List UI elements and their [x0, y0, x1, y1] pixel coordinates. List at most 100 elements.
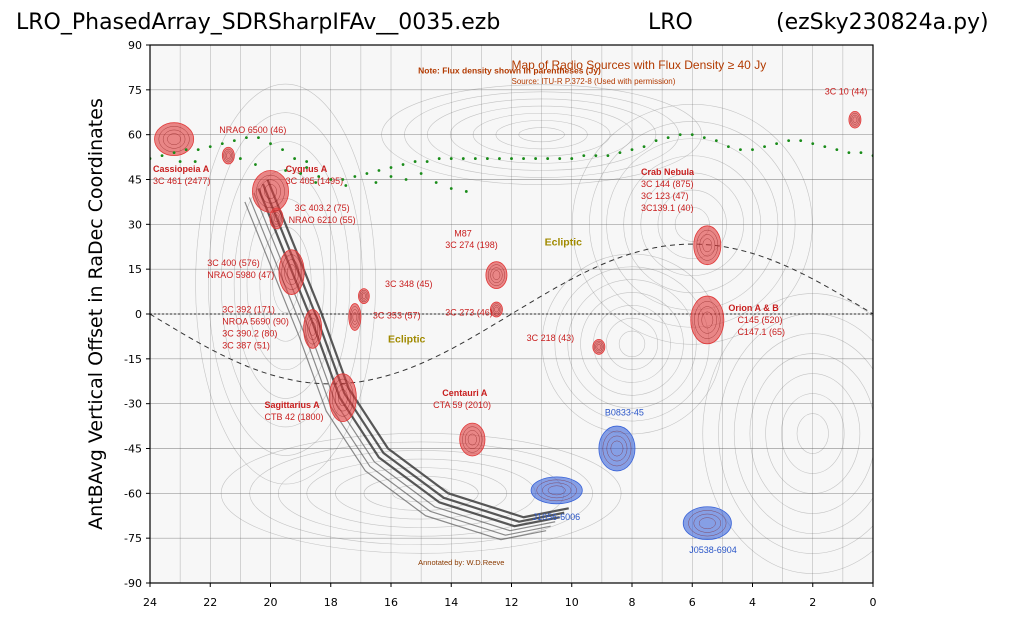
data-point	[353, 175, 357, 178]
data-point	[329, 178, 333, 181]
data-point	[630, 148, 634, 152]
radio-source-contour	[226, 152, 231, 159]
data-point	[365, 172, 369, 175]
x-tick-label: 16	[384, 596, 398, 609]
data-point	[859, 151, 863, 155]
data-point	[413, 160, 417, 163]
data-point	[775, 142, 778, 146]
plot-title-station: LRO	[648, 10, 693, 35]
radio-source-contour	[852, 116, 858, 123]
radio-source-label: NRAO 6210 (55)	[289, 215, 356, 225]
radio-source-contour	[696, 229, 719, 261]
data-point	[486, 157, 489, 160]
radio-source-label: 3C139.1 (40)	[641, 203, 694, 213]
radio-source-label: Orion A & B	[728, 303, 779, 313]
x-tick-label: 2	[809, 596, 816, 609]
data-point	[594, 154, 598, 157]
data-point	[464, 190, 468, 193]
grid	[150, 45, 873, 583]
radio-source-blob	[252, 170, 289, 213]
data-point	[763, 145, 766, 149]
contour-line	[796, 413, 829, 454]
radio-source-contour	[849, 112, 860, 127]
map-annotation: Ecliptic	[388, 333, 426, 345]
data-point	[254, 163, 257, 166]
radio-source-contour	[593, 340, 604, 353]
radio-source-contour	[224, 150, 232, 161]
radio-source-contour	[487, 264, 505, 286]
radio-source-contour	[360, 291, 368, 301]
data-point	[582, 154, 586, 157]
data-point	[389, 166, 393, 169]
data-point	[196, 148, 200, 152]
radio-source-contour	[596, 344, 602, 350]
y-tick-label: -90	[124, 577, 142, 590]
data-point	[284, 169, 287, 172]
y-tick-label: -15	[124, 353, 142, 366]
data-point	[606, 154, 610, 157]
data-point	[449, 157, 453, 160]
x-tick-label: 24	[143, 596, 157, 609]
radio-source-blob	[693, 225, 722, 266]
map-annotation: Ecliptic	[545, 236, 583, 248]
radio-source-contour	[610, 440, 624, 457]
x-tick-label: 12	[505, 596, 519, 609]
radio-source-label: 3C 274 (198)	[445, 240, 498, 250]
data-point	[739, 148, 742, 152]
radio-source	[221, 146, 235, 165]
radio-source	[459, 422, 486, 457]
radio-source-label: 3C 10 (44)	[825, 86, 868, 96]
radio-source-label: Sagittarius A	[264, 400, 320, 410]
radio-source-blob	[682, 506, 732, 541]
data-point	[799, 139, 803, 143]
radio-source-label: Centauri A	[442, 388, 488, 398]
data-point	[618, 151, 622, 155]
y-tick-label: -30	[124, 398, 142, 411]
radio-source-contour	[490, 267, 503, 283]
radio-source-blob	[848, 110, 862, 129]
radio-source-contour	[307, 317, 318, 341]
plot-title-filename: LRO_PhasedArray_SDRSharpIFAv__0035.ezb	[16, 10, 501, 35]
radio-source-contour	[272, 212, 281, 225]
radio-source-contour	[264, 184, 277, 199]
map-annotation: Annotated by: W.D.Reeve	[418, 558, 504, 567]
radio-source-label: 3C 461 (2477)	[153, 176, 211, 186]
data-point	[434, 181, 438, 184]
data-point	[558, 157, 562, 160]
radio-source-contour	[260, 179, 281, 204]
radio-source	[278, 249, 305, 295]
data-point	[374, 181, 378, 184]
data-point	[238, 157, 242, 160]
radio-source	[154, 122, 195, 156]
radio-source-blob	[490, 301, 503, 318]
y-tick-label: 75	[128, 84, 142, 97]
radio-source-contour	[492, 270, 501, 280]
contour-line	[718, 313, 873, 554]
radio-source-label: 3C 405 (1495)	[286, 176, 344, 186]
contour-line	[580, 292, 684, 396]
radio-source-contour	[337, 389, 348, 407]
radio-source-blob	[690, 295, 725, 345]
data-point	[534, 157, 537, 160]
radio-source-label: J1056-6006	[533, 512, 581, 522]
radio-source-label: B0833-45	[605, 408, 644, 418]
data-point	[546, 157, 550, 160]
radio-source-contour	[349, 306, 360, 328]
ecliptic-curve	[150, 243, 873, 385]
data-point	[208, 145, 212, 149]
x-tick-label: 20	[264, 596, 278, 609]
radio-source-contour	[284, 259, 299, 285]
radio-source-blob	[348, 303, 362, 331]
radio-source-contour	[547, 485, 566, 496]
radio-source-contour	[698, 517, 716, 530]
radio-source	[485, 261, 508, 289]
radio-source	[348, 303, 362, 331]
data-point	[823, 145, 827, 149]
radio-source-contour	[699, 234, 716, 257]
data-point	[401, 163, 405, 166]
radio-source-label: NRAO 6500 (46)	[219, 125, 286, 135]
x-tick-label: 4	[749, 596, 756, 609]
data-point	[666, 136, 670, 140]
x-tick-label: 6	[689, 596, 696, 609]
